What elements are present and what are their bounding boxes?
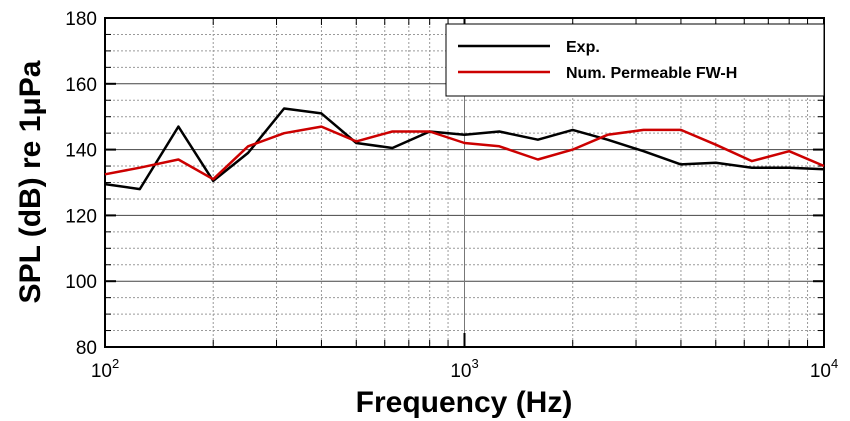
legend: Exp. Num. Permeable FW-H [445,23,825,97]
y-tick-label: 160 [65,75,97,96]
y-tick-label: 100 [65,272,97,293]
axis-ticks: 80 100 120 140 160 180 102 103 104 [65,9,838,382]
x-tick-label: 104 [810,356,838,382]
series-line-num-permeable-fw-h [104,125,825,181]
y-tick-label: 80 [76,338,97,359]
y-tick-label: 120 [65,206,97,227]
legend-box [445,23,825,97]
x-tick-label: 103 [450,356,478,382]
legend-label-num-fwh: Num. Permeable FW-H [566,65,737,82]
y-tick-label: 180 [65,9,97,30]
x-axis-title: Frequency (Hz) [356,386,573,419]
x-tick-label: 102 [91,356,119,382]
series-layer [104,107,825,191]
y-tick-label: 140 [65,141,97,162]
series-line-exp [104,107,825,191]
legend-label-exp: Exp. [566,39,600,56]
y-axis-title: SPL (dB) re 1μPa [14,60,47,303]
